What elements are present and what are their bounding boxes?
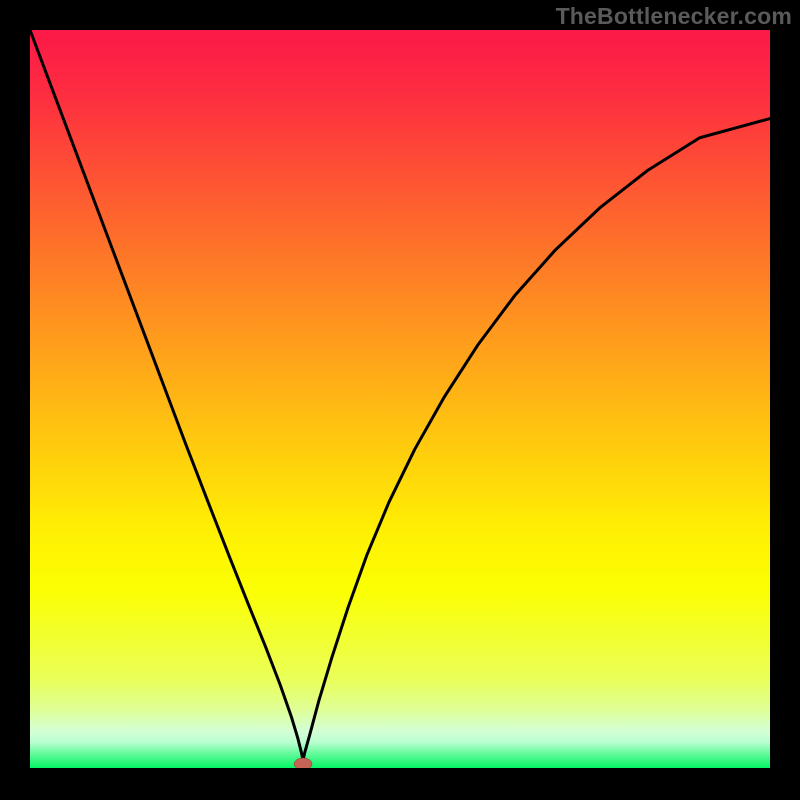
curve-layer bbox=[30, 30, 770, 768]
plot-area bbox=[30, 30, 770, 768]
bottleneck-v-curve bbox=[30, 30, 770, 761]
watermark-text: TheBottlenecker.com bbox=[556, 3, 792, 30]
chart-canvas: TheBottlenecker.com bbox=[0, 0, 800, 800]
bottleneck-minimum-marker bbox=[294, 758, 312, 768]
